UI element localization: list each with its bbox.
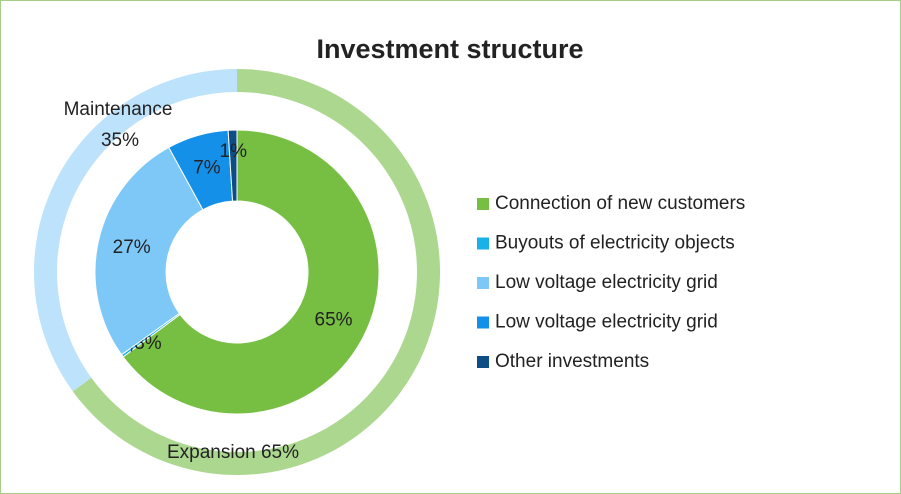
ring-label-value: 35% bbox=[101, 130, 139, 151]
legend-label: Other investments bbox=[495, 351, 649, 372]
legend-label: Low voltage electricity grid bbox=[495, 312, 718, 333]
legend-label: Buyouts of electricity objects bbox=[495, 233, 735, 254]
slice-label: 7% bbox=[193, 157, 221, 178]
slice-label: 27% bbox=[113, 237, 151, 258]
legend-swatch bbox=[477, 237, 489, 250]
slice bbox=[94, 146, 204, 356]
slice-label: 65% bbox=[315, 309, 353, 330]
legend-swatch bbox=[477, 316, 489, 329]
ring-label-name: Expansion bbox=[167, 442, 256, 463]
slice-label: 1% bbox=[220, 141, 248, 162]
legend-label: Connection of new customers bbox=[495, 193, 745, 214]
chart-title: Investment structure bbox=[316, 34, 583, 64]
legend-label: Low voltage electricity grid bbox=[495, 272, 718, 293]
legend-swatch bbox=[477, 198, 489, 210]
slice bbox=[122, 129, 380, 415]
ring-label-value: 65% bbox=[261, 442, 299, 463]
ring-label: Expansion 65% bbox=[167, 442, 299, 463]
legend-swatch bbox=[477, 356, 489, 368]
slice bbox=[227, 129, 238, 202]
legend-swatch bbox=[477, 277, 489, 289]
slice bbox=[34, 68, 238, 392]
ring-label-name: Maintenance bbox=[64, 99, 173, 120]
